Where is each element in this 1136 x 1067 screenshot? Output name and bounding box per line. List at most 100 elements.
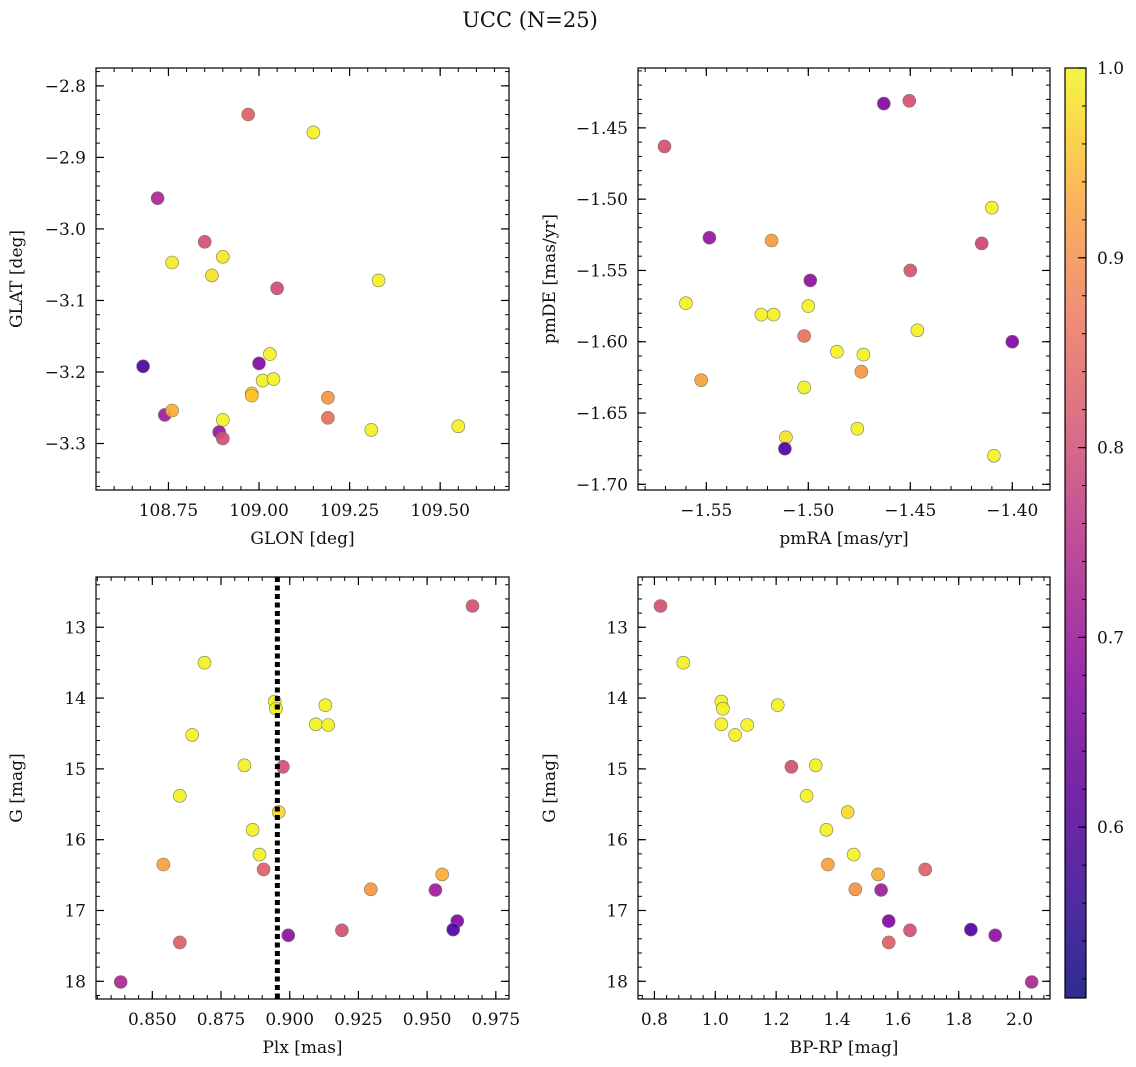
- y-tick-label: 17: [64, 901, 86, 921]
- data-point: [197, 655, 212, 670]
- y-tick-label: 16: [606, 831, 628, 851]
- data-point: [156, 857, 171, 872]
- axes-frame: [637, 67, 1051, 491]
- x-tick-label: 1.6: [884, 1010, 911, 1030]
- y-tick-label: −2.9: [45, 148, 86, 168]
- colorbar-tick-label: 1.0: [1097, 59, 1124, 79]
- data-point: [902, 94, 917, 108]
- colorbar: 0.6 0.7 0.8 0.9 1.0: [1064, 59, 1124, 999]
- x-tick-label: 0.950: [403, 1010, 452, 1030]
- x-tick-label: 0.850: [128, 1010, 177, 1030]
- data-point: [856, 347, 871, 362]
- data-point: [113, 975, 128, 989]
- data-point: [778, 441, 792, 456]
- data-point: [716, 701, 730, 716]
- y-tick-label: 18: [606, 972, 628, 992]
- data-point: [150, 191, 165, 205]
- data-point: [676, 655, 691, 670]
- data-point: [797, 380, 812, 395]
- data-point: [918, 862, 933, 877]
- data-point: [185, 728, 199, 742]
- data-point: [1024, 975, 1039, 989]
- data-point: [840, 805, 855, 819]
- data-point: [987, 448, 1001, 463]
- data-point: [165, 255, 179, 270]
- data-point: [830, 344, 844, 359]
- y-axis-label: G [mag]: [540, 753, 560, 822]
- x-tick-label: −1.50: [782, 501, 834, 521]
- data-point: [321, 390, 335, 405]
- data-point: [694, 373, 709, 388]
- subplot-1: 108.75 109.00 109.25 109.50 −2.8 −2.9 −3.0 −3.1…: [7, 67, 510, 549]
- data-point: [821, 857, 835, 872]
- x-axis-label: Plx [mas]: [262, 1038, 342, 1058]
- x-tick-label: 109.25: [320, 501, 379, 521]
- data-point: [764, 233, 779, 248]
- data-point: [910, 323, 925, 338]
- x-tick-label: 0.875: [197, 1010, 246, 1030]
- x-axis-label: BP-RP [mag]: [790, 1038, 899, 1058]
- data-point: [321, 410, 335, 425]
- x-tick-label: −1.45: [884, 501, 936, 521]
- y-tick-label: 16: [64, 831, 86, 851]
- data-point: [245, 388, 259, 403]
- data-point: [874, 883, 888, 897]
- data-point: [766, 307, 781, 322]
- data-point: [714, 717, 729, 732]
- data-point: [451, 419, 466, 434]
- data-point: [237, 758, 252, 773]
- data-point: [903, 263, 918, 278]
- data-point: [754, 307, 769, 322]
- x-tick-label: −1.40: [986, 501, 1038, 521]
- data-point: [446, 922, 461, 937]
- data-point: [679, 296, 693, 311]
- data-point: [263, 347, 277, 361]
- data-point: [846, 847, 861, 862]
- data-point: [371, 273, 386, 288]
- data-point: [903, 923, 917, 938]
- data-point: [435, 867, 450, 882]
- data-point: [216, 249, 230, 264]
- data-point: [216, 413, 230, 427]
- data-point: [136, 359, 150, 374]
- y-tick-label: −1.65: [576, 404, 628, 424]
- data-point: [964, 922, 978, 937]
- x-tick-label: 2.0: [1006, 1010, 1033, 1030]
- subplot-4: 0.8 1.0 1.2 1.4 1.6 1.8 2.0 13 14 15 16 17 18 BP-RP […: [540, 576, 1051, 1058]
- y-tick-label: −1.45: [576, 119, 628, 139]
- data-point: [657, 139, 672, 154]
- data-point: [252, 847, 267, 862]
- data-point: [335, 923, 349, 938]
- data-point: [797, 329, 812, 343]
- data-point: [281, 928, 296, 943]
- data-point: [871, 867, 885, 882]
- figure-title: UCC (N=25): [462, 8, 598, 32]
- x-tick-label: 0.900: [265, 1010, 314, 1030]
- y-tick-label: −3.3: [45, 435, 86, 455]
- y-tick-label: −1.55: [576, 261, 628, 281]
- data-point: [819, 822, 834, 837]
- subplot-2: −1.55 −1.50 −1.45 −1.40 −1.45 −1.50 −1.55 −1.60…: [540, 67, 1051, 549]
- data-point: [803, 273, 818, 288]
- colorbar-bar: [1064, 67, 1087, 999]
- data-point: [808, 758, 823, 773]
- y-tick-label: 14: [64, 689, 86, 709]
- data-point: [465, 599, 480, 613]
- data-point: [653, 599, 668, 613]
- x-axis-label: GLON [deg]: [250, 529, 354, 549]
- data-point: [197, 235, 212, 249]
- colorbar-tick-label: 0.6: [1097, 818, 1124, 838]
- data-point: [848, 882, 863, 897]
- data-point: [173, 935, 187, 950]
- data-point: [173, 788, 187, 803]
- data-point: [266, 372, 281, 386]
- y-tick-label: 15: [64, 760, 86, 780]
- x-tick-label: 0.975: [471, 1010, 520, 1030]
- data-point: [974, 236, 989, 251]
- axes-frame: [637, 576, 1051, 1000]
- y-tick-label: 18: [64, 972, 86, 992]
- data-point: [740, 718, 755, 732]
- data-point: [985, 200, 999, 215]
- data-point: [702, 230, 717, 245]
- subplot-3: 0.850 0.875 0.900 0.925 0.950 0.975 13 14 15 16 17…: [7, 576, 520, 1058]
